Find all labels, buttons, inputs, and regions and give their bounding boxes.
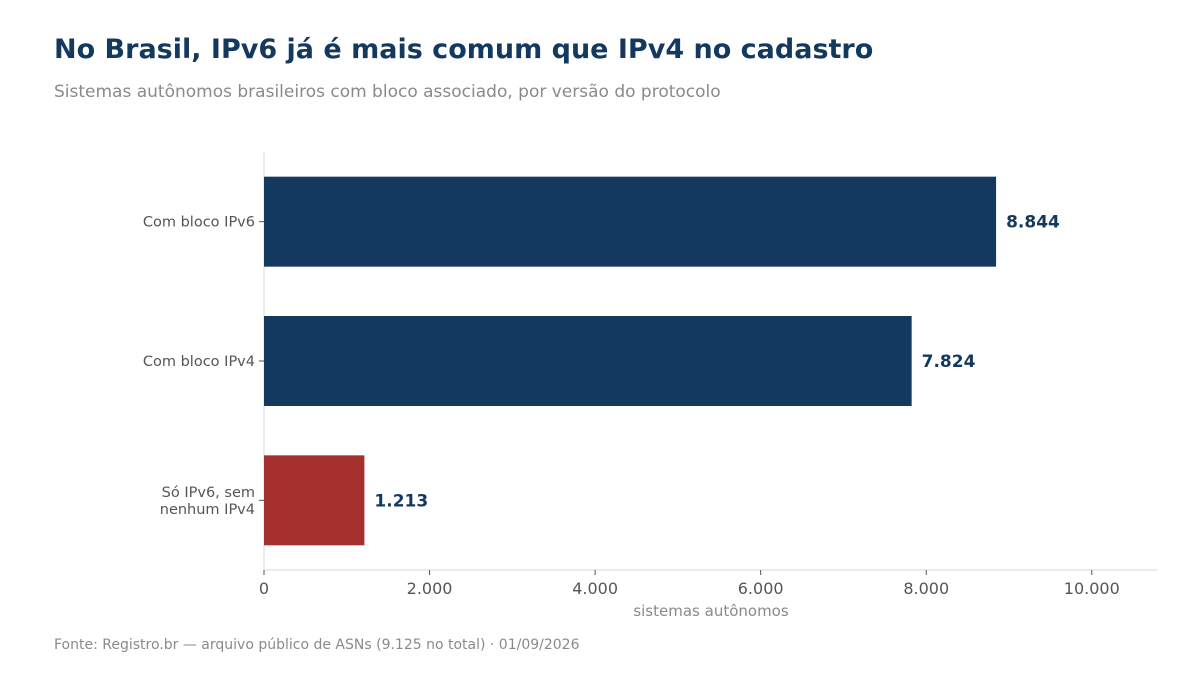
bars-group: 8.844 Com bloco IPv6 7.824 Com bloco IPv4 1.… (143, 176, 1060, 546)
x-tick-label-4: 8.000 (903, 579, 949, 598)
x-tick-label-3: 6.000 (738, 579, 784, 598)
category-label-0: Com bloco IPv6 (143, 215, 255, 231)
x-tick-label-0: 0 (259, 579, 269, 598)
category-label-2: Só IPv6, sem nenhum IPv4 (160, 485, 255, 518)
chart-subtitle: Sistemas autônomos brasileiros com bloco… (54, 82, 721, 102)
x-tick-label-5: 10.000 (1064, 579, 1120, 598)
x-tick-label-2: 4.000 (572, 579, 618, 598)
bar-2 (264, 455, 365, 546)
x-ticks-group: 0 2.000 4.000 6.000 8.000 10.000 (259, 570, 1120, 598)
x-tick-label-1: 2.000 (407, 579, 453, 598)
value-label-0: 8.844 (1006, 213, 1060, 233)
category-label-1: Com bloco IPv4 (143, 354, 255, 370)
source-note: Fonte: Registro.br — arquivo público de … (54, 637, 580, 653)
value-label-2: 1.213 (374, 491, 428, 511)
bar-1 (264, 316, 912, 406)
x-axis-title: sistemas autônomos (633, 602, 789, 620)
chart-title: No Brasil, IPv6 já é mais comum que IPv4… (54, 34, 874, 65)
bar-0 (264, 176, 997, 267)
value-label-1: 7.824 (922, 352, 976, 372)
